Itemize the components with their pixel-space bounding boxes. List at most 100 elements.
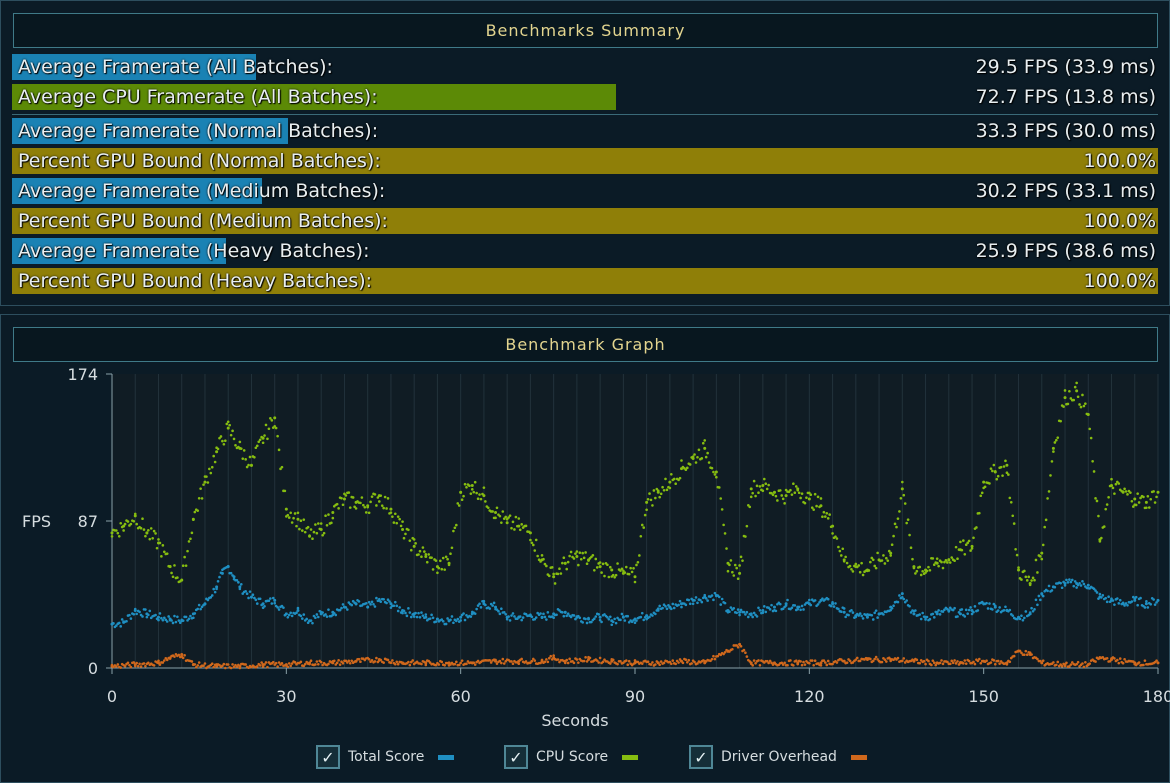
point-cpu-score (552, 575, 556, 579)
point-total-score (699, 598, 702, 602)
point-driver-overhead (488, 658, 492, 662)
point-total-score (306, 621, 310, 625)
point-cpu-score (967, 539, 971, 543)
driver-overhead-checkbox[interactable]: ✓ (689, 745, 713, 769)
point-cpu-score (249, 463, 253, 467)
point-cpu-score (135, 522, 138, 526)
point-cpu-score (587, 558, 591, 562)
point-driver-overhead (563, 659, 567, 663)
point-total-score (998, 606, 1001, 609)
legend-item-cpu-score[interactable]: ✓ CPU Score (504, 743, 639, 771)
point-total-score (726, 609, 730, 613)
point-cpu-score (581, 551, 584, 555)
x-tick-label: 0 (107, 687, 117, 706)
point-total-score (600, 620, 603, 624)
point-cpu-score (362, 503, 365, 507)
point-cpu-score (500, 521, 503, 524)
point-cpu-score (901, 480, 904, 484)
point-cpu-score (911, 557, 914, 561)
point-driver-overhead (686, 660, 689, 664)
summary-label-3: Percent GPU Bound (Normal Batches): (18, 150, 381, 172)
point-cpu-score (475, 491, 478, 495)
point-driver-overhead (1020, 651, 1023, 655)
point-total-score (407, 607, 410, 610)
point-total-score (739, 608, 743, 612)
point-total-score (1156, 598, 1160, 602)
point-cpu-score (123, 522, 127, 526)
point-cpu-score (646, 497, 650, 501)
summary-label-2: Average Framerate (Normal Batches): (18, 120, 379, 142)
point-driver-overhead (547, 656, 551, 660)
point-total-score (164, 618, 168, 622)
legend-item-driver-overhead[interactable]: ✓ Driver Overhead (689, 743, 867, 771)
point-cpu-score (241, 457, 245, 460)
point-cpu-score (1031, 576, 1035, 580)
point-driver-overhead (584, 656, 587, 659)
point-cpu-score (269, 416, 272, 420)
point-cpu-score (1121, 490, 1125, 494)
point-cpu-score (729, 559, 733, 562)
point-cpu-score (1055, 438, 1058, 442)
point-driver-overhead (299, 660, 303, 664)
point-total-score (498, 612, 502, 616)
point-driver-overhead (996, 659, 1000, 663)
point-total-score (953, 606, 956, 610)
legend-item-total-score[interactable]: ✓ Total Score (316, 743, 455, 771)
point-cpu-score (1059, 419, 1062, 423)
point-cpu-score (731, 570, 734, 574)
total-score-checkbox[interactable]: ✓ (316, 745, 340, 769)
point-total-score (850, 608, 853, 612)
point-cpu-score (915, 569, 919, 573)
point-cpu-score (1063, 389, 1067, 392)
point-cpu-score (790, 493, 794, 496)
point-total-score (678, 599, 682, 603)
point-cpu-score (935, 557, 939, 560)
point-driver-overhead (654, 663, 657, 666)
point-cpu-score (163, 550, 166, 554)
summary-row-6: Average Framerate (Heavy Batches): 25.9 … (12, 238, 1158, 264)
point-driver-overhead (636, 660, 640, 664)
point-cpu-score (661, 485, 664, 489)
point-cpu-score (565, 567, 569, 571)
point-cpu-score (290, 521, 294, 524)
point-driver-overhead (455, 660, 458, 664)
point-cpu-score (1047, 490, 1051, 493)
point-cpu-score (524, 524, 528, 528)
x-tick-label: 60 (450, 687, 470, 706)
point-total-score (876, 616, 879, 619)
point-cpu-score (287, 516, 291, 519)
point-cpu-score (1142, 495, 1145, 499)
point-cpu-score (940, 560, 943, 564)
point-total-score (206, 598, 210, 602)
point-cpu-score (173, 564, 176, 567)
cpu-score-checkbox[interactable]: ✓ (504, 745, 528, 769)
point-total-score (1126, 603, 1129, 607)
point-cpu-score (1066, 402, 1070, 406)
point-cpu-score (132, 520, 136, 523)
point-total-score (745, 610, 749, 614)
point-total-score (717, 595, 721, 599)
point-cpu-score (1072, 398, 1076, 402)
point-driver-overhead (543, 660, 547, 664)
point-total-score (1023, 616, 1026, 620)
point-total-score (941, 610, 945, 613)
point-cpu-score (1107, 496, 1110, 499)
point-cpu-score (436, 571, 439, 575)
point-cpu-score (224, 439, 227, 443)
point-cpu-score (375, 504, 378, 507)
point-cpu-score (606, 563, 609, 567)
driver-overhead-legend-label: Driver Overhead (721, 749, 837, 765)
point-cpu-score (755, 484, 759, 488)
point-cpu-score (858, 570, 862, 574)
point-total-score (447, 619, 451, 623)
point-driver-overhead (363, 658, 367, 662)
point-driver-overhead (266, 665, 269, 669)
point-total-score (710, 594, 714, 597)
point-total-score (373, 605, 377, 608)
point-total-score (253, 596, 256, 600)
point-driver-overhead (123, 664, 127, 668)
point-cpu-score (761, 489, 765, 493)
point-cpu-score (819, 504, 823, 508)
point-total-score (255, 602, 259, 605)
point-total-score (287, 613, 291, 617)
